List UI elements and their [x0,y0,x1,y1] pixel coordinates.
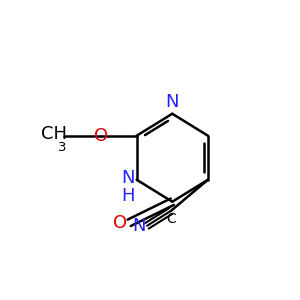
Text: N: N [122,169,135,187]
Text: CH: CH [41,125,67,143]
Text: N: N [132,217,146,235]
Text: O: O [94,127,108,145]
Text: 3: 3 [58,141,67,154]
Text: N: N [166,93,179,111]
Text: O: O [113,214,127,232]
Text: H: H [122,187,135,205]
Text: C: C [166,212,176,226]
